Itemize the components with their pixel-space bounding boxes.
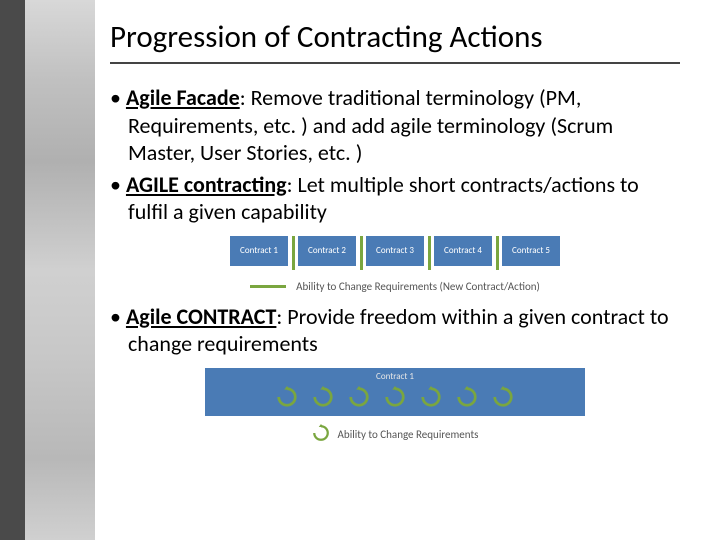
gap-line xyxy=(424,236,434,270)
contract-box: Contract 1 xyxy=(230,236,288,266)
bullet-2-term: AGILE contracting xyxy=(126,171,287,198)
diagram2-box: Contract 1 xyxy=(205,368,585,416)
diagram2-arrows xyxy=(276,386,514,408)
gap-line xyxy=(288,236,298,270)
contract-box: Contract 2 xyxy=(298,236,356,266)
cycle-arrow-icon xyxy=(312,386,334,408)
bullet-2: AGILE contracting: Let multiple short co… xyxy=(110,171,680,226)
cycle-arrow-icon xyxy=(384,386,406,408)
diagram-contracts-row: Contract 1 Contract 2 Contract 3 Contrac… xyxy=(185,236,605,293)
slide-title: Progression of Contracting Actions xyxy=(110,18,680,64)
cycle-arrow-icon xyxy=(348,386,370,408)
bullet-3-term: Agile CONTRACT xyxy=(126,303,276,330)
bullet-list: Agile Facade: Remove traditional termino… xyxy=(110,84,680,226)
cycle-arrow-icon xyxy=(276,386,298,408)
contract-box: Contract 5 xyxy=(502,236,560,266)
diagram1-legend-text: Ability to Change Requirements (New Cont… xyxy=(296,280,540,293)
gap-line xyxy=(492,236,502,270)
bullet-list-2: Agile CONTRACT: Provide freedom within a… xyxy=(110,303,680,358)
cycle-arrow-icon xyxy=(312,424,330,445)
cycle-arrow-icon xyxy=(420,386,442,408)
cycle-arrow-icon xyxy=(456,386,478,408)
bullet-1-term: Agile Facade xyxy=(126,84,240,111)
bullet-3: Agile CONTRACT: Provide freedom within a… xyxy=(110,303,680,358)
diagram2-legend-text: Ability to Change Requirements xyxy=(338,428,479,441)
diagram2-legend: Ability to Change Requirements xyxy=(205,424,585,445)
diagram2-title: Contract 1 xyxy=(205,371,585,382)
cycle-arrow-icon xyxy=(492,386,514,408)
contract-box: Contract 3 xyxy=(366,236,424,266)
bullet-1: Agile Facade: Remove traditional termino… xyxy=(110,84,680,167)
sidebar-dark-strip xyxy=(0,0,25,540)
diagram1-legend: Ability to Change Requirements (New Cont… xyxy=(185,280,605,293)
legend-line-icon xyxy=(250,285,286,288)
gap-line xyxy=(356,236,366,270)
diagram-single-contract: Contract 1 Ability to Change Requirement… xyxy=(205,368,585,445)
contract-box: Contract 4 xyxy=(434,236,492,266)
slide-content: Progression of Contracting Actions Agile… xyxy=(100,0,705,445)
diagram1-row: Contract 1 Contract 2 Contract 3 Contrac… xyxy=(185,236,605,270)
